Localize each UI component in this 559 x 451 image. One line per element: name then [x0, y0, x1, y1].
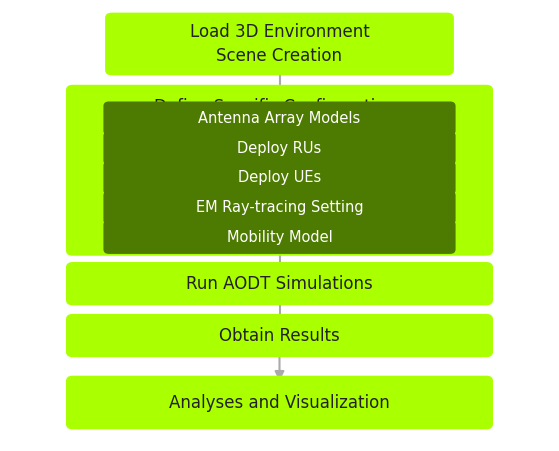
- FancyBboxPatch shape: [66, 376, 493, 429]
- FancyBboxPatch shape: [103, 101, 456, 135]
- FancyBboxPatch shape: [103, 131, 456, 165]
- FancyBboxPatch shape: [105, 13, 454, 75]
- Text: Run AODT Simulations: Run AODT Simulations: [186, 275, 373, 293]
- Text: Antenna Array Models: Antenna Array Models: [198, 111, 361, 126]
- FancyBboxPatch shape: [66, 85, 493, 256]
- Text: Deploy UEs: Deploy UEs: [238, 170, 321, 185]
- Text: Load 3D Environment
Scene Creation: Load 3D Environment Scene Creation: [190, 23, 369, 65]
- FancyBboxPatch shape: [103, 161, 456, 195]
- Text: Deploy RUs: Deploy RUs: [238, 141, 321, 156]
- FancyBboxPatch shape: [103, 191, 456, 225]
- Text: EM Ray-tracing Setting: EM Ray-tracing Setting: [196, 200, 363, 215]
- Text: Obtain Results: Obtain Results: [219, 327, 340, 345]
- FancyBboxPatch shape: [103, 220, 456, 254]
- FancyBboxPatch shape: [66, 262, 493, 305]
- Text: Analyses and Visualization: Analyses and Visualization: [169, 394, 390, 411]
- Text: Define Specific Configurations: Define Specific Configurations: [154, 98, 405, 116]
- Text: Mobility Model: Mobility Model: [226, 230, 333, 244]
- FancyBboxPatch shape: [66, 314, 493, 357]
